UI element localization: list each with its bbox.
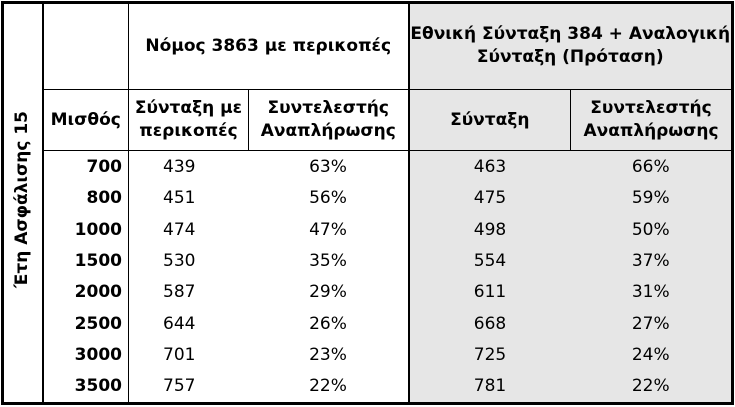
- column-header: Συντελεστής Αναπλήρωσης: [570, 88, 733, 152]
- value-cell: 24%: [570, 339, 733, 371]
- column-header-row: Μισθός Σύνταξη με περικοπές Συντελεστής …: [3, 88, 733, 152]
- group-header: Νόμος 3863 με περικοπές: [127, 2, 410, 90]
- data-row: 3500 757 22% 781 22%: [3, 370, 733, 404]
- data-row: 1500 530 35% 554 37%: [3, 245, 733, 277]
- value-cell: 66%: [570, 150, 733, 183]
- data-row: 3000 701 23% 725 24%: [3, 339, 733, 371]
- column-header: Σύνταξη: [407, 88, 572, 152]
- group-header: Εθνική Σύνταξη 384 + Αναλογική Σύνταξη (…: [407, 2, 733, 90]
- value-cell: 439: [163, 157, 196, 178]
- data-row: 1000 474 47% 498 50%: [3, 214, 733, 246]
- value-cell: 668: [407, 307, 571, 340]
- value-cell: 554: [407, 245, 571, 277]
- empty-cell: [42, 2, 129, 90]
- value-cell: 474: [163, 219, 196, 240]
- value-cell: 498: [407, 214, 571, 246]
- value-cell: 530: [163, 251, 196, 272]
- value-cell: 56%: [309, 188, 347, 209]
- column-header: Σύνταξη με περικοπές: [128, 88, 249, 152]
- value-cell: 29%: [309, 282, 347, 303]
- data-row: 800 451 56% 475 59%: [3, 182, 733, 215]
- value-cell: 463: [407, 150, 571, 183]
- value-cell: 26%: [309, 313, 347, 334]
- value-cell: 644: [163, 313, 196, 334]
- salary-cell: 700: [42, 150, 129, 183]
- value-cell: 22%: [570, 370, 733, 404]
- side-label-cell: Έτη Ασφάλισης 15: [2, 2, 44, 404]
- value-cell: 47%: [309, 219, 347, 240]
- salary-cell: 2000: [42, 276, 129, 308]
- salary-cell: 3000: [42, 339, 129, 371]
- data-row: 700 439 63% 463 66%: [3, 150, 733, 183]
- value-cell: 35%: [309, 251, 347, 272]
- value-cell: 587: [163, 282, 196, 303]
- value-cell: 59%: [570, 182, 733, 215]
- salary-cell: 1000: [42, 214, 129, 246]
- salary-cell: 2500: [42, 307, 129, 340]
- value-cell: 725: [407, 339, 571, 371]
- value-cell: 701: [163, 344, 196, 365]
- value-cell: 31%: [570, 276, 733, 308]
- value-cell: 757: [163, 376, 196, 397]
- value-cell: 611: [407, 276, 571, 308]
- column-header: Συντελεστής Αναπλήρωσης: [247, 88, 410, 152]
- salary-cell: 800: [42, 182, 129, 215]
- value-cell: 27%: [570, 307, 733, 340]
- value-cell: 23%: [309, 344, 347, 365]
- value-cell: 37%: [570, 245, 733, 277]
- value-cell: 781: [407, 370, 571, 404]
- data-row: 2000 587 29% 611 31%: [3, 276, 733, 308]
- salary-cell: 3500: [42, 370, 129, 404]
- salary-cell: 1500: [42, 245, 129, 277]
- value-cell: 22%: [309, 376, 347, 397]
- side-label: Έτη Ασφάλισης 15: [12, 111, 33, 289]
- value-cell: 451: [163, 188, 196, 209]
- value-cell: 50%: [570, 214, 733, 246]
- value-cell: 63%: [309, 157, 347, 178]
- data-row: 2500 644 26% 668 27%: [3, 307, 733, 340]
- column-header: Μισθός: [42, 88, 129, 152]
- value-cell: 475: [407, 182, 571, 215]
